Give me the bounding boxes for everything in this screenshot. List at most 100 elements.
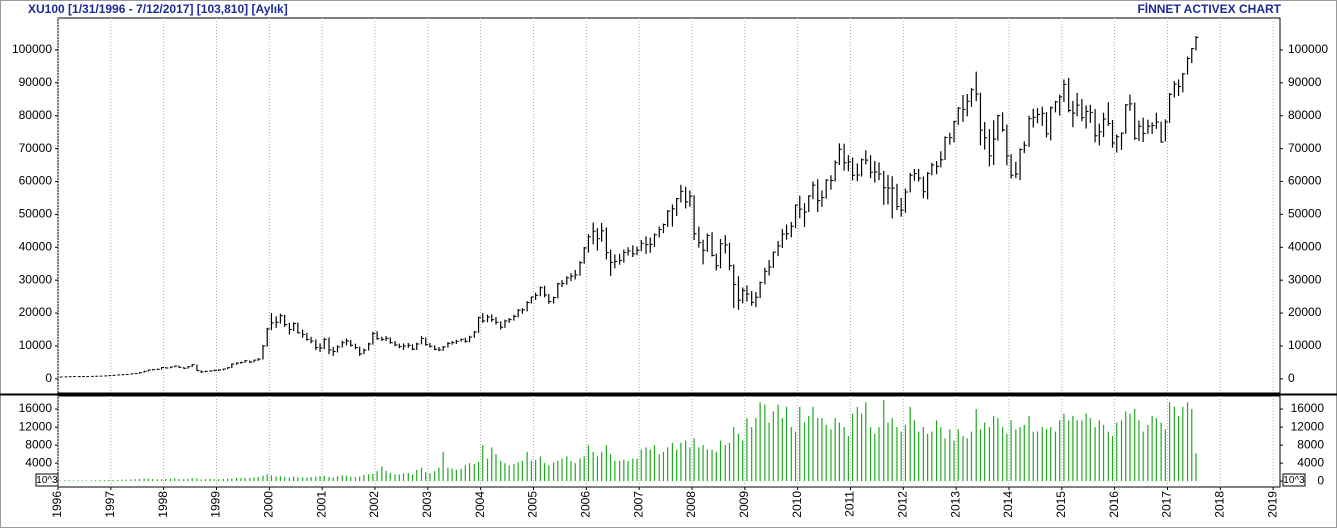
volume-bar xyxy=(940,427,942,482)
x-tick-label: 1999 xyxy=(209,491,223,518)
volume-bar xyxy=(984,422,986,482)
volume-bar xyxy=(341,475,343,482)
volume-bar xyxy=(451,468,453,482)
volume-bar xyxy=(587,445,590,482)
volume-bar xyxy=(781,418,783,482)
volume-bar xyxy=(702,445,704,482)
volume-bar xyxy=(1102,424,1105,482)
volume-bar xyxy=(68,480,70,482)
volume-bar xyxy=(706,449,708,482)
volume-bar xyxy=(728,442,731,482)
volume-bar xyxy=(81,480,83,482)
y-tick-label: 100000 xyxy=(1288,42,1328,56)
volume-bar xyxy=(442,451,444,482)
x-tick-label: 2017 xyxy=(1160,491,1174,518)
volume-bar xyxy=(464,465,466,482)
volume-bar xyxy=(1019,427,1021,482)
volume-bar xyxy=(904,424,907,482)
volume-bar xyxy=(856,406,858,482)
volume-bar xyxy=(900,431,902,482)
y-tick-label: 80000 xyxy=(19,108,53,122)
volume-bar xyxy=(579,458,581,482)
volume-bar xyxy=(350,476,352,482)
volume-bar xyxy=(191,477,193,482)
volume-bar xyxy=(240,478,242,482)
y-tick-label: 30000 xyxy=(19,272,53,286)
volume-bar xyxy=(468,463,471,482)
volume-bar xyxy=(178,478,180,482)
y-tick-label: 0 xyxy=(45,371,52,385)
volume-bar xyxy=(1107,431,1109,482)
volume-bar xyxy=(658,454,660,482)
volume-bar xyxy=(817,418,819,482)
volume-bar xyxy=(878,427,880,482)
volume-bar xyxy=(614,460,616,482)
volume-bar xyxy=(398,474,400,482)
volume-bar xyxy=(284,477,286,482)
volume-bar xyxy=(213,479,215,482)
y-tick-label: 30000 xyxy=(1288,272,1322,286)
volume-bar xyxy=(143,478,145,482)
x-tick-label: 2019 xyxy=(1265,491,1279,518)
volume-bar xyxy=(429,473,431,482)
volume-bar xyxy=(1072,415,1074,482)
volume-bar xyxy=(997,418,999,482)
volume-bar xyxy=(1168,402,1171,482)
y-tick-label: 60000 xyxy=(19,174,53,188)
volume-bar xyxy=(1085,413,1087,482)
x-tick-label: 2011 xyxy=(843,491,857,517)
y-tick-label: 60000 xyxy=(1288,174,1322,188)
volume-bar xyxy=(434,471,436,482)
volume-bar xyxy=(72,480,74,482)
volume-bar xyxy=(693,438,695,482)
volume-bar xyxy=(825,424,827,482)
unit-label: 10^3 xyxy=(36,475,58,486)
y-tick-label: 16000 xyxy=(19,401,53,415)
volume-bar xyxy=(336,476,339,482)
volume-bar xyxy=(253,477,255,482)
volume-bar xyxy=(385,470,387,482)
volume-bar xyxy=(121,479,123,482)
volume-bar xyxy=(636,458,638,482)
y-tick-label: 50000 xyxy=(19,207,53,221)
x-tick-label: 2018 xyxy=(1212,491,1226,518)
y-tick-label: 8000 xyxy=(25,437,52,451)
volume-bar xyxy=(204,479,207,482)
volume-bar xyxy=(500,460,502,482)
volume-bar xyxy=(218,479,220,482)
volume-bar xyxy=(438,467,440,482)
volume-bar xyxy=(1147,424,1149,482)
volume-bar xyxy=(966,438,968,482)
volume-bar xyxy=(653,445,656,482)
volume-bar xyxy=(979,429,982,482)
unit-label: 10^3 xyxy=(1283,475,1305,486)
volume-bar xyxy=(411,474,414,482)
volume-bar xyxy=(174,478,176,482)
x-tick-label: 2007 xyxy=(631,491,645,518)
volume-bar xyxy=(196,478,198,482)
volume-bar xyxy=(112,480,114,482)
volume-bar xyxy=(918,431,920,482)
volume-bar xyxy=(134,479,136,482)
volume-bar xyxy=(680,442,682,482)
volume-bar xyxy=(425,472,427,482)
volume-bar xyxy=(667,447,669,482)
volume-bar xyxy=(183,479,185,482)
x-tick-label: 2016 xyxy=(1107,491,1121,518)
volume-bar xyxy=(125,479,127,482)
volume-bar xyxy=(1195,453,1197,482)
volume-bar xyxy=(913,420,916,482)
volume-bar xyxy=(222,478,224,482)
volume-bar xyxy=(962,436,964,482)
volume-bar xyxy=(279,476,282,482)
y-tick-label: 80000 xyxy=(1288,108,1322,122)
volume-bar xyxy=(354,477,357,482)
x-tick-label: 2014 xyxy=(1001,491,1015,518)
volume-bar xyxy=(288,477,291,482)
y-tick-label: 16000 xyxy=(1291,401,1325,415)
volume-bar xyxy=(671,442,674,482)
volume-bar xyxy=(416,469,418,482)
volume-bar xyxy=(1059,420,1061,482)
volume-bar xyxy=(147,478,149,482)
volume-bar xyxy=(521,460,523,482)
